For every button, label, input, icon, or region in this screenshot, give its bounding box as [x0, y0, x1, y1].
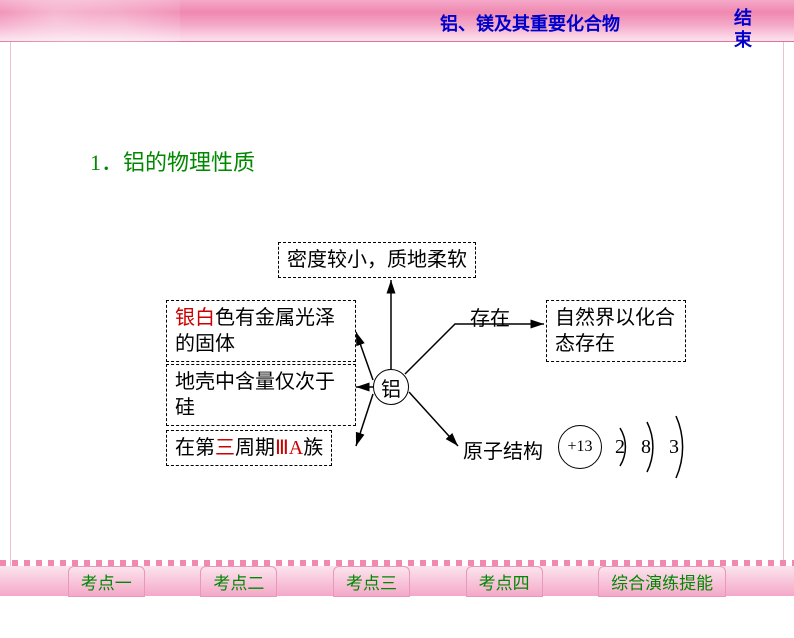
atom-shell-3: 3 — [669, 436, 687, 459]
box-abundance: 地壳中含量仅次于硅 — [166, 364, 356, 426]
box-nature: 自然界以化合态存在 — [546, 300, 686, 362]
atom-shell-1: 2 — [615, 436, 633, 459]
tab-point-2[interactable]: 考点二 — [200, 566, 277, 597]
box-period-pre: 在第 — [175, 437, 215, 459]
box-period-mid: 周期 — [235, 437, 275, 459]
box-period-group: ⅢA — [275, 437, 303, 459]
tab-point-1[interactable]: 考点一 — [68, 566, 145, 597]
box-period-num: 三 — [215, 437, 235, 459]
tab-point-4[interactable]: 考点四 — [466, 566, 543, 597]
box-color: 银白色有金属光泽的固体 — [166, 300, 356, 362]
atom-shell-2: 8 — [641, 436, 659, 459]
page-title: 铝、镁及其重要化合物 — [440, 10, 620, 36]
box-period-post: 族 — [303, 437, 323, 459]
box-period: 在第三周期ⅢA族 — [166, 430, 332, 466]
tab-practice[interactable]: 综合演练提能 — [598, 566, 726, 597]
box-density: 密度较小，质地柔软 — [278, 242, 476, 278]
label-exist: 存在 — [470, 302, 510, 331]
top-frame — [0, 0, 794, 42]
tab-point-3[interactable]: 考点三 — [333, 566, 410, 597]
label-atom: 原子结构 — [463, 435, 543, 464]
atom-nucleus: +13 — [558, 425, 602, 469]
concept-diagram: 密度较小，质地柔软 银白色有金属光泽的固体 地壳中含量仅次于硅 在第三周期ⅢA族… — [0, 42, 794, 566]
bottom-tabs: 考点一 考点二 考点三 考点四 综合演练提能 — [0, 566, 794, 596]
center-node: 铝 — [373, 369, 409, 405]
box-color-highlight: 银白 — [175, 307, 215, 329]
